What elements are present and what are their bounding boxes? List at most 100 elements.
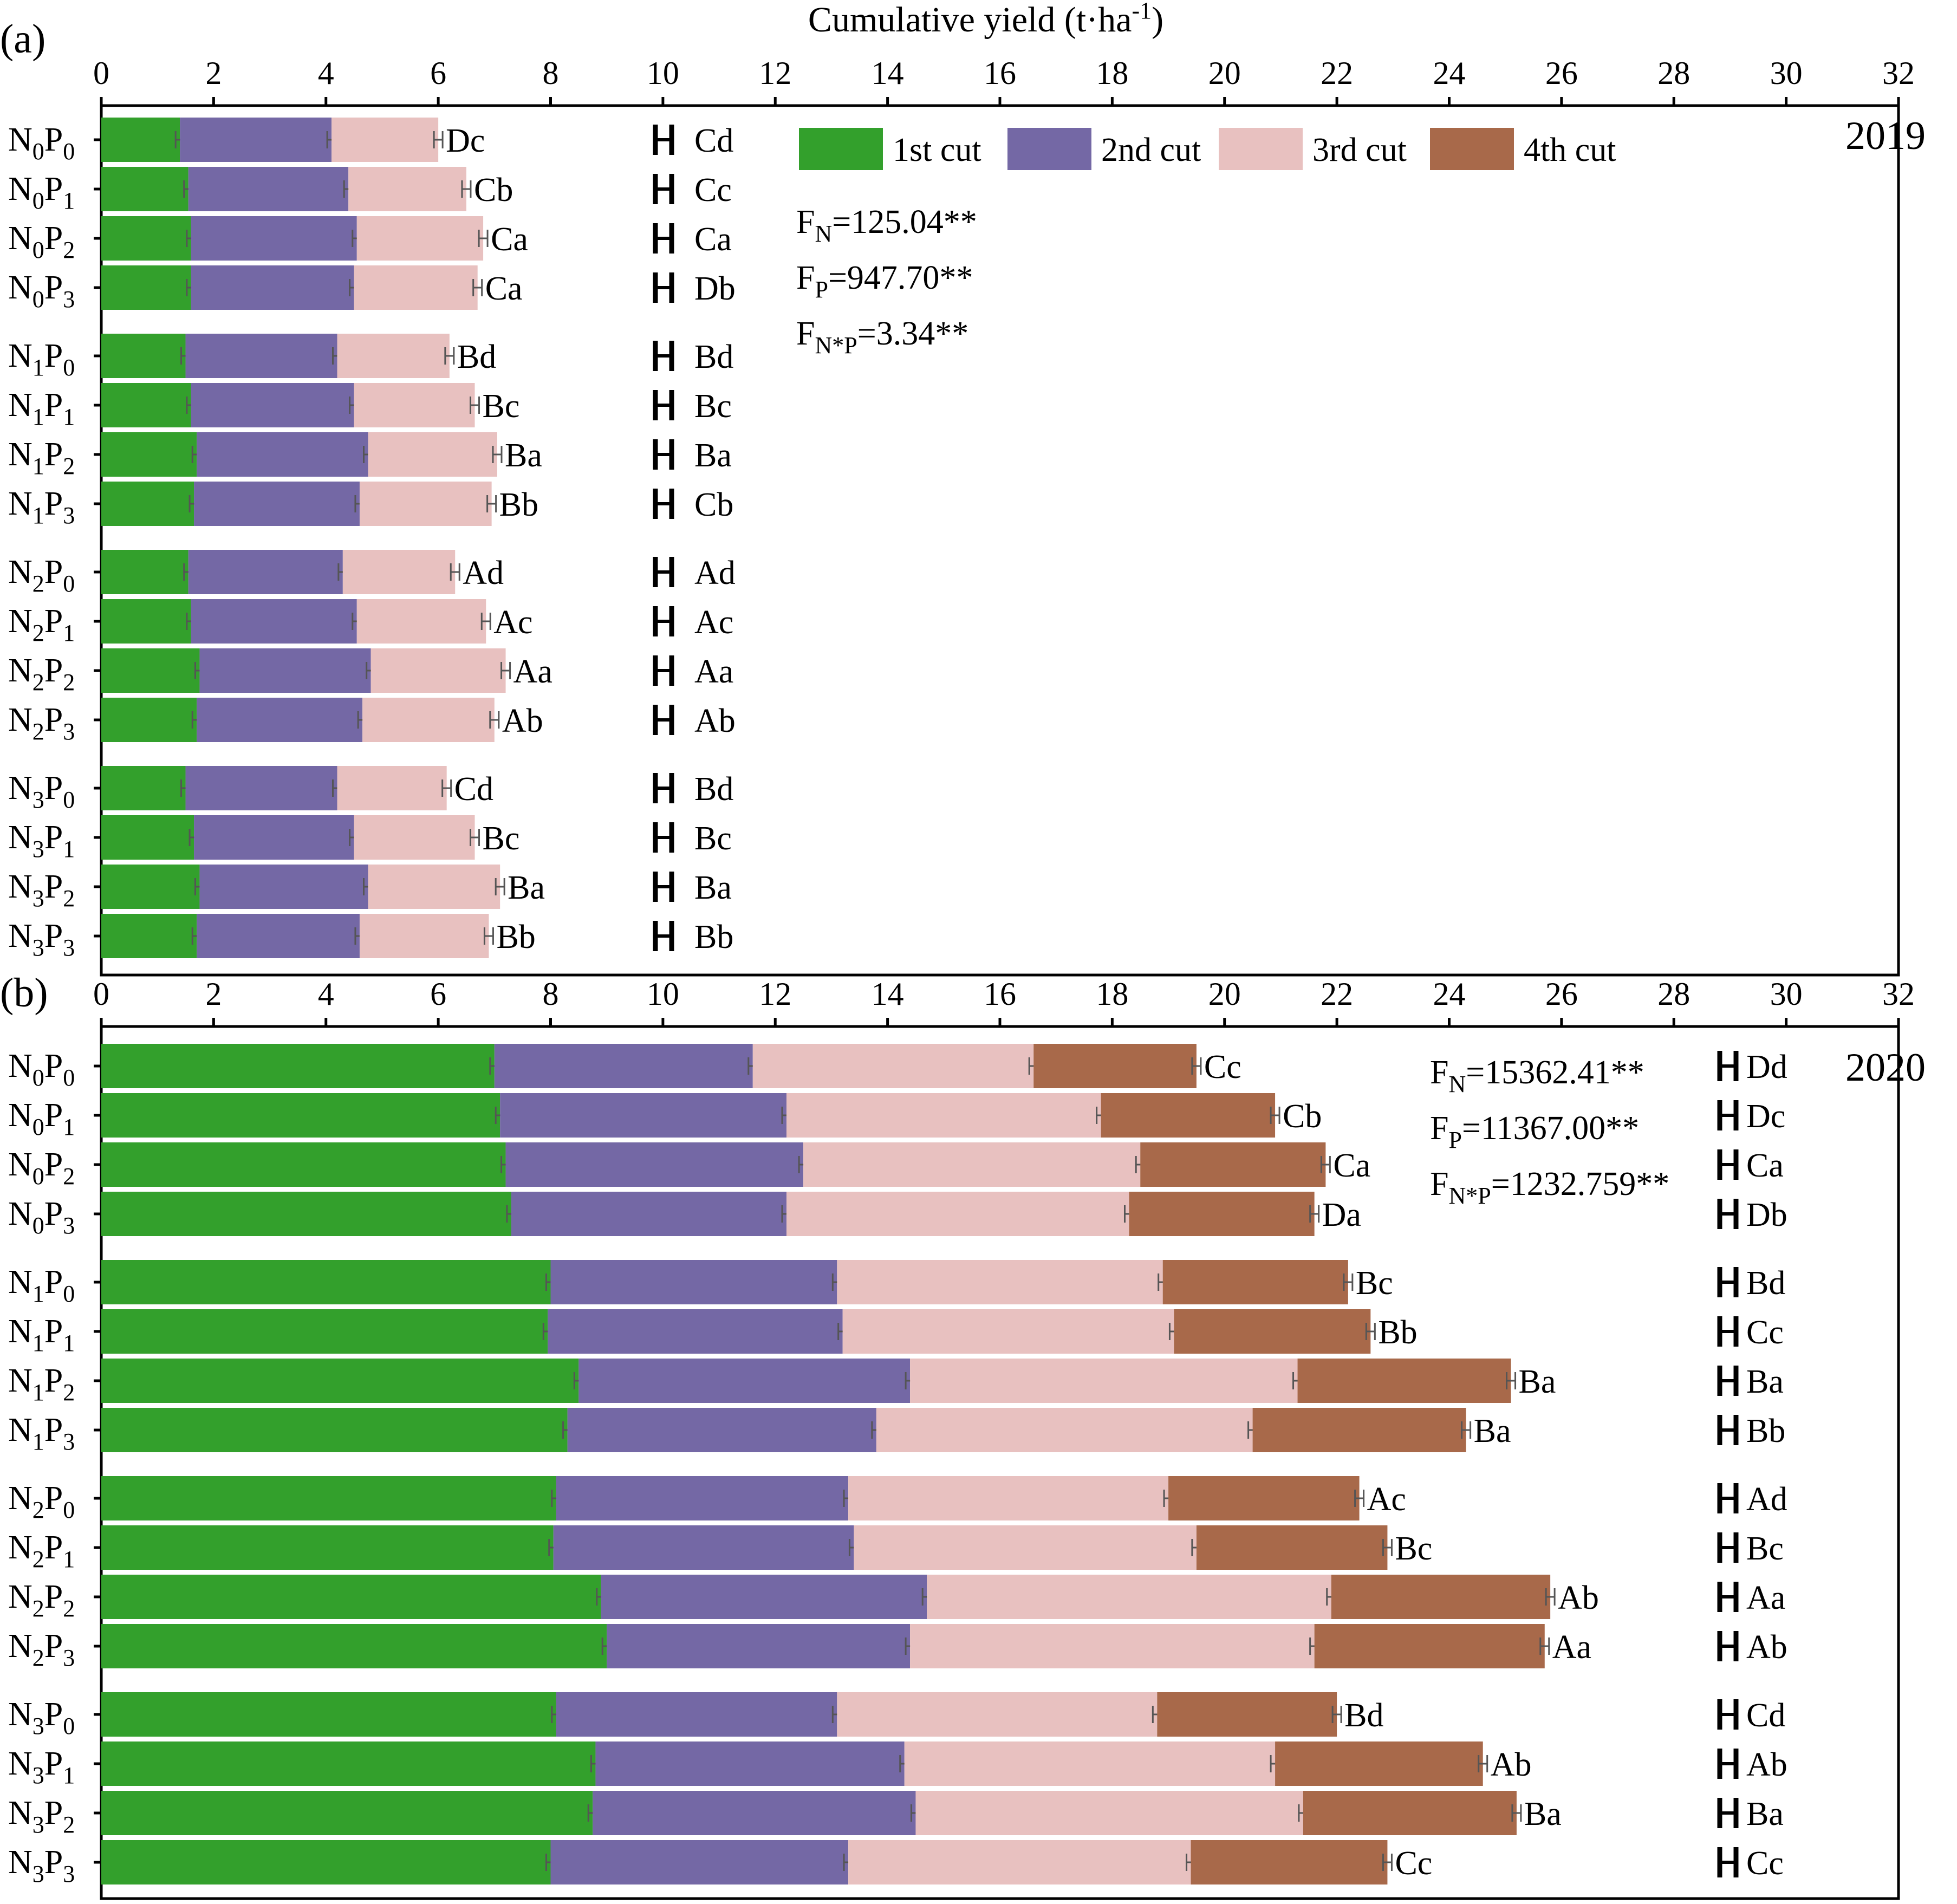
bar-segment-cut-2 bbox=[191, 265, 354, 310]
y-label-p: P bbox=[44, 269, 63, 306]
y-label-p: P bbox=[44, 1745, 63, 1782]
y-label-n: N bbox=[8, 1529, 32, 1566]
y-tick-label: N0P3 bbox=[8, 1195, 75, 1239]
y-tick-label: N2P2 bbox=[8, 1578, 75, 1622]
bar-segment-cut-1 bbox=[101, 265, 191, 310]
stat-symbol: F bbox=[796, 315, 815, 352]
stat-value: =3.34** bbox=[857, 315, 968, 352]
y-tick-label: N2P1 bbox=[8, 603, 75, 646]
bar-segment-cut-4 bbox=[1140, 1142, 1326, 1187]
bar-segment-cut-1 bbox=[101, 1260, 551, 1304]
bar-segment-cut-3 bbox=[837, 1692, 1158, 1737]
significance-label: Ba bbox=[1519, 1363, 1556, 1400]
bar-segment-cut-4 bbox=[1129, 1192, 1315, 1236]
y-label-p: P bbox=[44, 1313, 63, 1350]
y-label-n: N bbox=[8, 1146, 32, 1183]
total-significance-label: Bb bbox=[1746, 1413, 1785, 1450]
y-label-n: N bbox=[8, 868, 32, 905]
y-label-n-sub: 1 bbox=[32, 502, 44, 529]
bar-segment-cut-2 bbox=[578, 1359, 911, 1403]
total-yield-marker: Ba bbox=[653, 437, 732, 474]
anova-stats: FN=15362.41**FP=11367.00**FN*P=1232.759*… bbox=[1430, 1054, 1669, 1209]
significance-label: Ba bbox=[508, 869, 545, 906]
y-tick-label: N3P0 bbox=[8, 770, 75, 813]
y-label-p: P bbox=[44, 485, 63, 522]
error-bar bbox=[492, 446, 503, 463]
y-tick-label: N1P0 bbox=[8, 337, 75, 381]
total-significance-label: Cd bbox=[1746, 1697, 1785, 1734]
y-label-n: N bbox=[8, 1264, 32, 1301]
total-significance-label: Aa bbox=[1746, 1580, 1785, 1616]
bar-segment-cut-1 bbox=[101, 550, 188, 594]
significance-label: Bc bbox=[483, 820, 520, 857]
bar-row: N3P0BbBdBdBdCd bbox=[8, 1692, 1785, 1739]
y-label-n-sub: 1 bbox=[32, 1428, 44, 1455]
bar-row: N0P1CcCcCbCc bbox=[8, 167, 732, 214]
error-bar bbox=[433, 131, 444, 148]
error-bar bbox=[1343, 1273, 1354, 1291]
y-label-p: P bbox=[44, 1696, 63, 1733]
significance-label: Cb bbox=[474, 172, 513, 209]
error-bar bbox=[472, 279, 483, 296]
stat-subscript: N bbox=[815, 220, 832, 247]
y-label-p: P bbox=[44, 121, 63, 158]
bar-segment-cut-3 bbox=[927, 1575, 1331, 1619]
significance-label: Cc bbox=[1395, 1845, 1432, 1882]
error-bar bbox=[486, 495, 497, 512]
bar-segment-cut-3 bbox=[354, 815, 475, 860]
bar-segment-cut-3 bbox=[356, 599, 486, 644]
bar-segment-cut-2 bbox=[197, 698, 363, 742]
y-label-p-sub: 0 bbox=[63, 1497, 75, 1523]
y-label-p-sub: 0 bbox=[63, 787, 75, 813]
significance-label: Ba bbox=[1524, 1796, 1562, 1832]
total-significance-label: Ad bbox=[694, 555, 736, 592]
y-label-n-sub: 0 bbox=[32, 1163, 44, 1190]
total-yield-marker: Ab bbox=[653, 703, 736, 739]
y-label-p-sub: 3 bbox=[63, 1645, 75, 1671]
bar-segment-cut-2 bbox=[550, 1840, 849, 1884]
y-tick-label: N1P1 bbox=[8, 1313, 75, 1356]
x-tick-label: 12 bbox=[759, 976, 791, 1012]
error-bar bbox=[450, 563, 460, 581]
y-label-n-sub: 3 bbox=[32, 934, 44, 961]
y-label-p-sub: 1 bbox=[63, 1762, 75, 1789]
y-label-p-sub: 1 bbox=[63, 1330, 75, 1356]
y-label-n: N bbox=[8, 387, 32, 424]
stat-value: =947.70** bbox=[828, 259, 973, 296]
bar-segment-cut-1 bbox=[101, 1192, 511, 1236]
significance-label: Da bbox=[1322, 1197, 1361, 1233]
total-yield-marker: Db bbox=[1717, 1197, 1787, 1233]
bar-segment-cut-2 bbox=[191, 599, 357, 644]
bar-segment-cut-2 bbox=[185, 766, 337, 810]
y-label-p-sub: 3 bbox=[63, 934, 75, 961]
x-tick-label: 24 bbox=[1433, 976, 1466, 1012]
stat-subscript: N*P bbox=[815, 332, 857, 359]
significance-label: Ca bbox=[491, 221, 528, 258]
x-tick-label: 32 bbox=[1882, 976, 1915, 1012]
total-yield-marker: Cd bbox=[653, 122, 733, 159]
significance-label: Ad bbox=[463, 555, 504, 592]
y-label-n: N bbox=[8, 1628, 32, 1665]
y-tick-label: N3P1 bbox=[8, 819, 75, 862]
stat-subscript: N bbox=[1448, 1071, 1466, 1097]
bar-segment-cut-2 bbox=[199, 648, 371, 693]
bar-segment-cut-3 bbox=[910, 1359, 1298, 1403]
y-label-p-sub: 1 bbox=[63, 187, 75, 214]
significance-label: Ca bbox=[485, 270, 523, 307]
x-tick-label: 10 bbox=[647, 55, 679, 91]
y-label-p-sub: 0 bbox=[63, 1064, 75, 1091]
y-tick-label: N1P3 bbox=[8, 485, 75, 529]
bar-row: N2P0AcAcAcAcAd bbox=[8, 1476, 1787, 1523]
bar-segment-cut-1 bbox=[101, 1525, 554, 1570]
bar-row: N3P2BaBaBaBa bbox=[8, 865, 732, 912]
y-label-p: P bbox=[44, 770, 63, 807]
y-label-p: P bbox=[44, 701, 63, 738]
y-label-p: P bbox=[44, 171, 63, 207]
significance-label: Cc bbox=[1204, 1049, 1241, 1086]
y-label-p: P bbox=[44, 1048, 63, 1084]
y-label-n-sub: 2 bbox=[32, 1645, 44, 1671]
y-label-n-sub: 3 bbox=[32, 1861, 44, 1887]
error-bar bbox=[1309, 1205, 1320, 1223]
total-significance-label: Db bbox=[694, 270, 736, 307]
